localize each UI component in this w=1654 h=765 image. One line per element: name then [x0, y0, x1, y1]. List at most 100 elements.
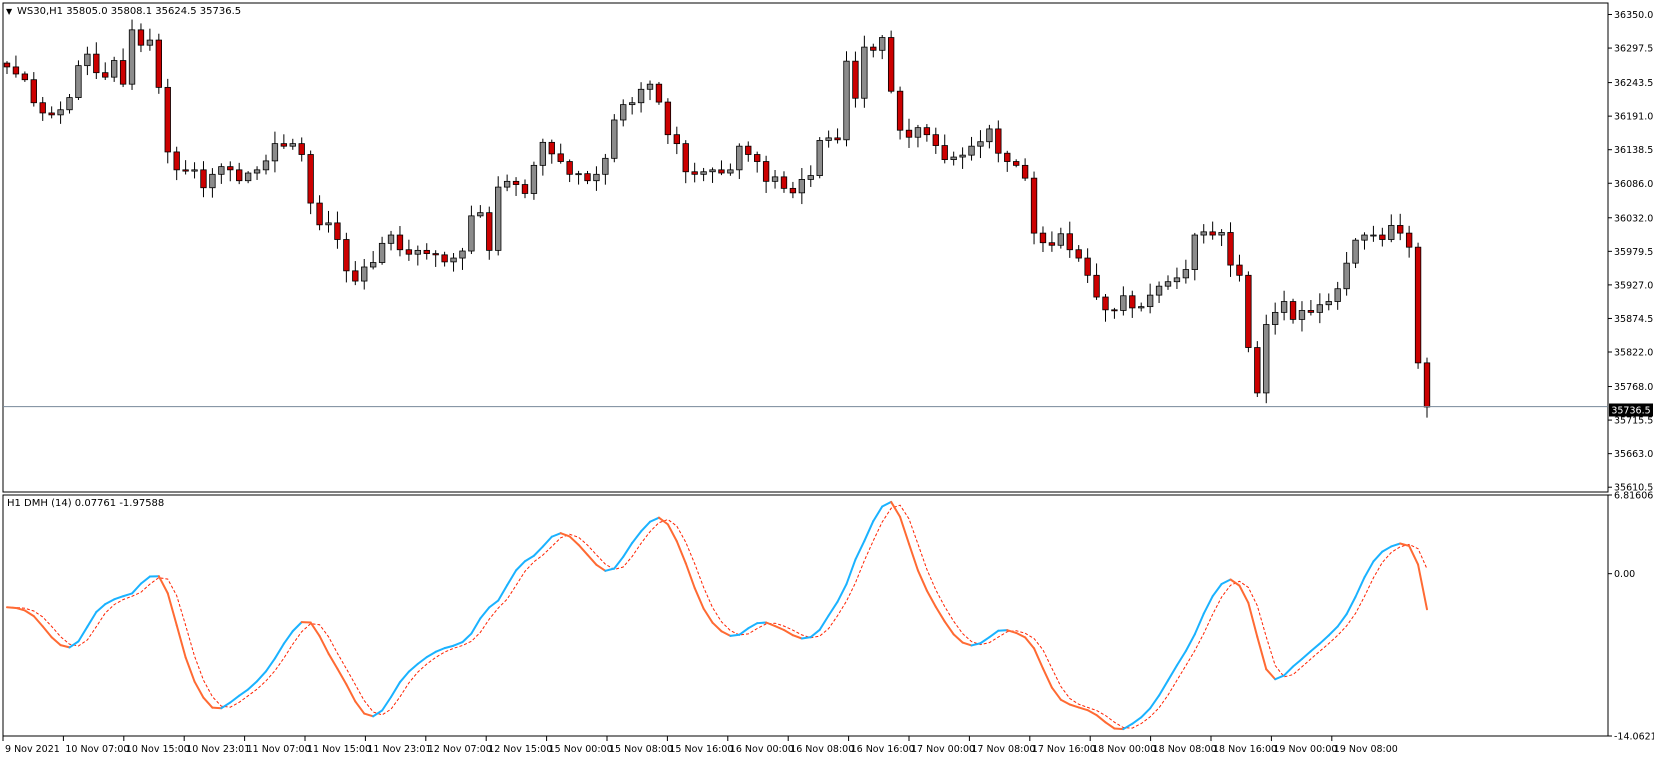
bear-candle-body: [763, 162, 769, 182]
indicator-header: H1 DMH (14) 0.07761 -1.97588: [7, 498, 164, 509]
bear-candle-body: [1424, 363, 1430, 407]
bull-candle-body: [379, 243, 385, 262]
bear-candle-body: [1022, 165, 1028, 178]
price-tick-label: 35715.5: [1614, 416, 1653, 427]
bear-candle-body: [353, 271, 359, 281]
bear-candle-body: [906, 130, 912, 137]
bear-candle-body: [1031, 178, 1037, 233]
time-tick-label: 16 Nov 00:00: [730, 744, 794, 755]
bear-candle-body: [308, 154, 314, 203]
bull-candle-body: [531, 165, 537, 193]
bear-candle-body: [1397, 225, 1403, 233]
dmh-main-segment-up: [998, 630, 1007, 631]
bull-candle-body: [594, 174, 600, 180]
time-tick-label: 16 Nov 08:00: [790, 744, 854, 755]
candle: [156, 34, 162, 94]
candle: [76, 60, 82, 100]
time-tick-label: 18 Nov 08:00: [1153, 744, 1217, 755]
indicator-panel[interactable]: [3, 495, 1608, 736]
bull-candle-body: [1344, 263, 1350, 289]
candle: [129, 20, 135, 90]
bear-candle-body: [933, 135, 939, 146]
candle: [1263, 315, 1269, 403]
price-panel[interactable]: [3, 3, 1608, 492]
bull-candle-body: [960, 155, 966, 157]
bull-candle-body: [987, 129, 993, 142]
bull-candle-body: [129, 30, 135, 84]
bear-candle-body: [656, 84, 662, 102]
bear-candle-body: [174, 152, 180, 170]
bear-candle-body: [1040, 233, 1046, 243]
bull-candle-body: [1219, 232, 1225, 235]
bear-candle-body: [897, 91, 903, 130]
bull-candle-body: [147, 40, 153, 45]
time-tick-label: 19 Nov 00:00: [1273, 744, 1337, 755]
candle: [844, 51, 850, 146]
bear-candle-body: [120, 61, 126, 85]
bull-candle-body: [1281, 302, 1287, 313]
time-tick-label: 10 Nov 15:00: [126, 744, 190, 755]
price-axis: 36350.036297.536243.536191.036138.536086…: [1608, 10, 1653, 494]
price-tick-label: 35927.0: [1614, 280, 1653, 291]
price-tick-label: 36297.5: [1614, 44, 1653, 55]
bear-candle-body: [335, 223, 341, 240]
bear-candle-body: [1415, 247, 1421, 363]
bull-candle-body: [879, 38, 885, 51]
time-tick-label: 19 Nov 08:00: [1334, 744, 1398, 755]
indicator-tick-label: 6.81606: [1614, 491, 1653, 502]
bull-candle-body: [1299, 310, 1305, 319]
bull-candle-body: [263, 161, 269, 170]
bear-candle-body: [299, 144, 305, 155]
candle: [1246, 271, 1252, 352]
dmh-main-segment-up: [802, 637, 811, 638]
price-tick-label: 36138.5: [1614, 145, 1653, 156]
bear-candle-body: [692, 172, 698, 175]
bear-candle-body: [1210, 232, 1216, 235]
bull-candle-body: [1183, 270, 1189, 278]
dmh-main-segment-up: [757, 622, 766, 623]
bull-candle-body: [638, 89, 644, 102]
bear-candle-body: [94, 54, 100, 73]
bear-candle-body: [513, 181, 519, 184]
bull-candle-body: [1165, 282, 1171, 286]
time-tick-label: 11 Nov 23:01: [367, 744, 431, 755]
bear-candle-body: [1130, 296, 1136, 308]
bear-candle-body: [183, 170, 189, 171]
time-tick-label: 11 Nov 07:00: [247, 744, 311, 755]
bear-candle-body: [1237, 265, 1243, 275]
bull-candle-body: [1147, 295, 1153, 307]
bear-candle-body: [1255, 348, 1261, 393]
candle: [1415, 243, 1421, 369]
candle: [656, 82, 662, 105]
price-tick-label: 36032.0: [1614, 213, 1653, 224]
bear-candle-body: [567, 162, 573, 175]
bear-candle-body: [683, 144, 689, 172]
bear-candle-body: [102, 73, 108, 77]
bull-candle-body: [612, 120, 618, 158]
bear-candle-body: [665, 102, 671, 135]
bull-candle-body: [1058, 234, 1064, 246]
indicator-tick-label: 0.00: [1614, 569, 1635, 580]
bear-candle-body: [585, 174, 591, 181]
symbol-menu-arrow[interactable]: ▼: [6, 7, 13, 16]
bull-candle-body: [478, 213, 484, 216]
bull-candle-body: [808, 176, 814, 180]
bear-candle-body: [853, 61, 859, 98]
bear-candle-body: [719, 170, 725, 173]
bear-candle-body: [22, 74, 28, 80]
bull-candle-body: [817, 140, 823, 175]
bear-candle-body: [888, 38, 894, 92]
bull-candle-body: [978, 142, 984, 146]
bull-candle-body: [326, 223, 332, 225]
bull-candle-body: [844, 61, 850, 140]
bear-candle-body: [1067, 234, 1073, 250]
bull-candle-body: [58, 110, 64, 115]
bull-candle-body: [1156, 286, 1162, 295]
bull-candle-body: [469, 216, 475, 251]
bear-candle-body: [1013, 162, 1019, 166]
price-tick-label: 36086.0: [1614, 179, 1653, 190]
bull-candle-body: [540, 142, 546, 165]
bull-candle-body: [969, 146, 975, 155]
